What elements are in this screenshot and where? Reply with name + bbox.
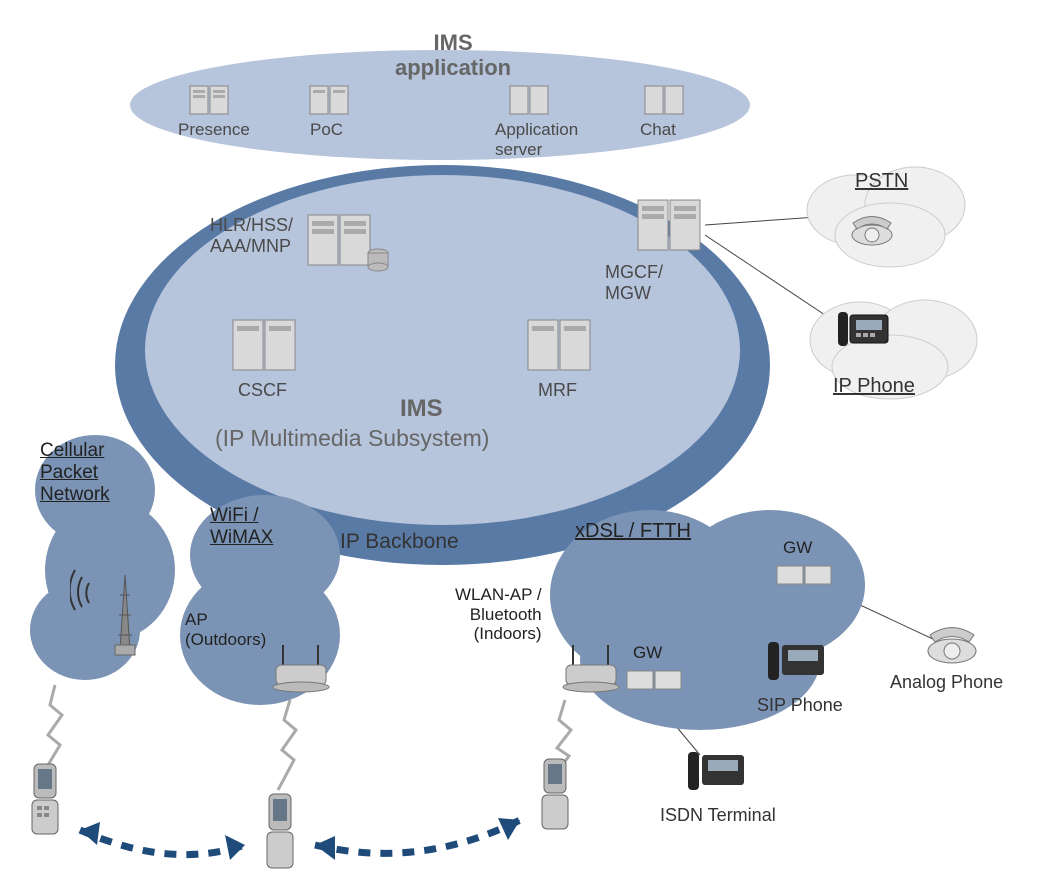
diagram-stage: IMS application Presence PoC Application…	[0, 0, 1046, 896]
handover-arrows	[0, 0, 1046, 896]
